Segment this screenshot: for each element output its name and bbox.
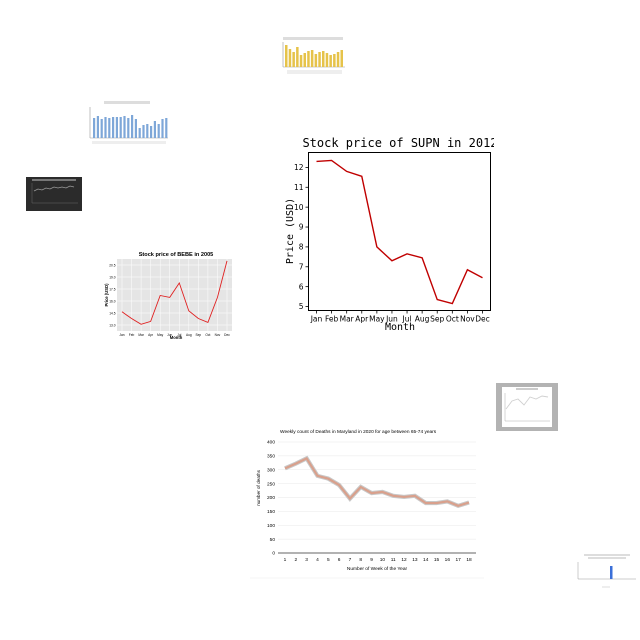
main-ytick-label: 11 xyxy=(294,183,304,192)
supn-series-line xyxy=(316,159,483,305)
main-xtick-label: Jan xyxy=(310,315,323,324)
bebe-xtick-label: Jul xyxy=(177,333,181,337)
maryland-xtick-label: 5 xyxy=(327,557,330,563)
main-ytick-label: 6 xyxy=(299,282,304,291)
maryland-series-line xyxy=(284,456,470,507)
maryland-ylabel: number of deaths xyxy=(256,469,261,505)
maryland-xtick-label: 16 xyxy=(445,557,451,563)
main-ylabel: Price (USD) xyxy=(285,198,296,264)
maryland-deaths-chart: Weekly count of Deaths in Maryland in 20… xyxy=(250,429,484,579)
main-xtick-label: Feb xyxy=(325,315,339,324)
maryland-xtick-label: 17 xyxy=(456,557,462,563)
bebe-xtick-label: Jun xyxy=(167,333,172,337)
bebe-xtick-label: Mar xyxy=(138,333,144,337)
main-xtick-label: May xyxy=(369,315,385,324)
bebe-xtick-label: Jan xyxy=(119,333,124,337)
bebe-xtick-label: Aug xyxy=(186,333,192,337)
main-ytick-label: 10 xyxy=(294,203,304,212)
bebe-xtick-label: May xyxy=(157,333,163,337)
maryland-xtick-label: 9 xyxy=(370,557,373,563)
maryland-xtick-label: 15 xyxy=(434,557,440,563)
bebe-xtick-label: Sep xyxy=(196,333,202,337)
maryland-ytick-label: 200 xyxy=(267,495,275,501)
thumb-dark-chart xyxy=(26,177,82,211)
maryland-ytick-label: 50 xyxy=(270,537,276,543)
bebe-xtick-label: Oct xyxy=(205,333,210,337)
maryland-xlabel: Number of Week of the Year xyxy=(347,566,408,572)
main-supn-chart: Stock price of SUPN in 2012 56789101112 … xyxy=(285,136,494,333)
maryland-xtick-label: 11 xyxy=(391,557,396,563)
main-ytick-label: 5 xyxy=(299,302,304,311)
thumb-gray-frame-chart xyxy=(496,383,558,431)
maryland-xtick-label: 18 xyxy=(466,557,472,563)
bebe-xtick-label: Dec xyxy=(224,333,230,337)
bebe-xlabel: Month xyxy=(170,335,183,340)
bebe-xtick-label: Apr xyxy=(148,333,154,337)
maryland-ytick-label: 300 xyxy=(267,467,275,473)
main-xtick-label: Jul xyxy=(402,315,412,324)
maryland-ytick-label: 350 xyxy=(267,454,275,460)
bebe-xtick-label: Nov xyxy=(215,333,221,337)
main-plot-frame xyxy=(308,152,491,311)
maryland-xtick-label: 3 xyxy=(305,557,308,563)
maryland-xtick-label: 10 xyxy=(380,557,386,563)
bebe-ytick-label: 14.5 xyxy=(109,311,115,315)
main-xtick-label: Sep xyxy=(430,315,444,324)
bebe-xtick-label: Feb xyxy=(129,333,135,337)
main-xlabel: Month xyxy=(385,322,415,333)
maryland-xtick-label: 1 xyxy=(284,557,287,563)
main-xtick-label: Mar xyxy=(340,315,355,324)
main-ytick-label: 9 xyxy=(299,223,304,232)
main-ytick-label: 8 xyxy=(299,243,304,252)
main-xtick-label: Dec xyxy=(475,315,490,324)
main-xtick-label: Oct xyxy=(446,315,459,324)
thumb-bebe-chart: Stock price of BEBE in 2005 13.0 14.5 16.0… xyxy=(104,252,232,340)
maryland-xtick-label: 7 xyxy=(349,557,352,563)
main-xtick-label: Jun xyxy=(385,315,398,324)
maryland-xtick-label: 2 xyxy=(294,557,297,563)
thumb-single-bar-chart xyxy=(577,554,636,588)
main-xtick-label: Apr xyxy=(355,315,369,324)
maryland-ytick-label: 100 xyxy=(267,523,275,529)
maryland-xtick-label: 14 xyxy=(423,557,429,563)
maryland-xtick-label: 8 xyxy=(359,557,362,563)
thumb-blue-bar-chart xyxy=(89,101,168,144)
main-ytick-label: 7 xyxy=(299,262,304,271)
bebe-title: Stock price of BEBE in 2005 xyxy=(139,252,214,258)
maryland-xtick-label: 12 xyxy=(401,557,407,563)
bebe-ytick-label: 16.0 xyxy=(109,299,115,303)
maryland-ytick-label: 0 xyxy=(272,551,275,557)
main-chart-title: Stock price of SUPN in 2012 xyxy=(302,136,494,150)
bebe-ytick-label: 20.5 xyxy=(109,263,115,267)
main-xtick-label: Nov xyxy=(460,315,475,324)
main-ytick-label: 12 xyxy=(294,163,304,172)
maryland-ytick-label: 150 xyxy=(267,509,275,515)
bebe-ytick-label: 13.0 xyxy=(109,323,115,327)
maryland-title: Weekly count of Deaths in Maryland in 20… xyxy=(280,429,437,435)
maryland-ytick-label: 400 xyxy=(267,440,275,446)
bebe-ytick-label: 17.5 xyxy=(109,287,115,291)
maryland-ytick-label: 250 xyxy=(267,481,275,487)
thumb-yellow-bar-chart xyxy=(282,37,345,74)
maryland-xtick-label: 13 xyxy=(412,557,418,563)
maryland-xtick-label: 4 xyxy=(316,557,319,563)
bebe-ylabel: Price (USD) xyxy=(104,283,109,307)
bebe-ytick-label: 19.0 xyxy=(109,275,115,279)
maryland-xtick-label: 6 xyxy=(338,557,341,563)
maryland-series-shadow xyxy=(284,455,470,509)
bebe-series-line xyxy=(121,260,228,325)
main-xtick-label: Aug xyxy=(415,315,430,324)
bebe-plot-area xyxy=(117,259,232,331)
